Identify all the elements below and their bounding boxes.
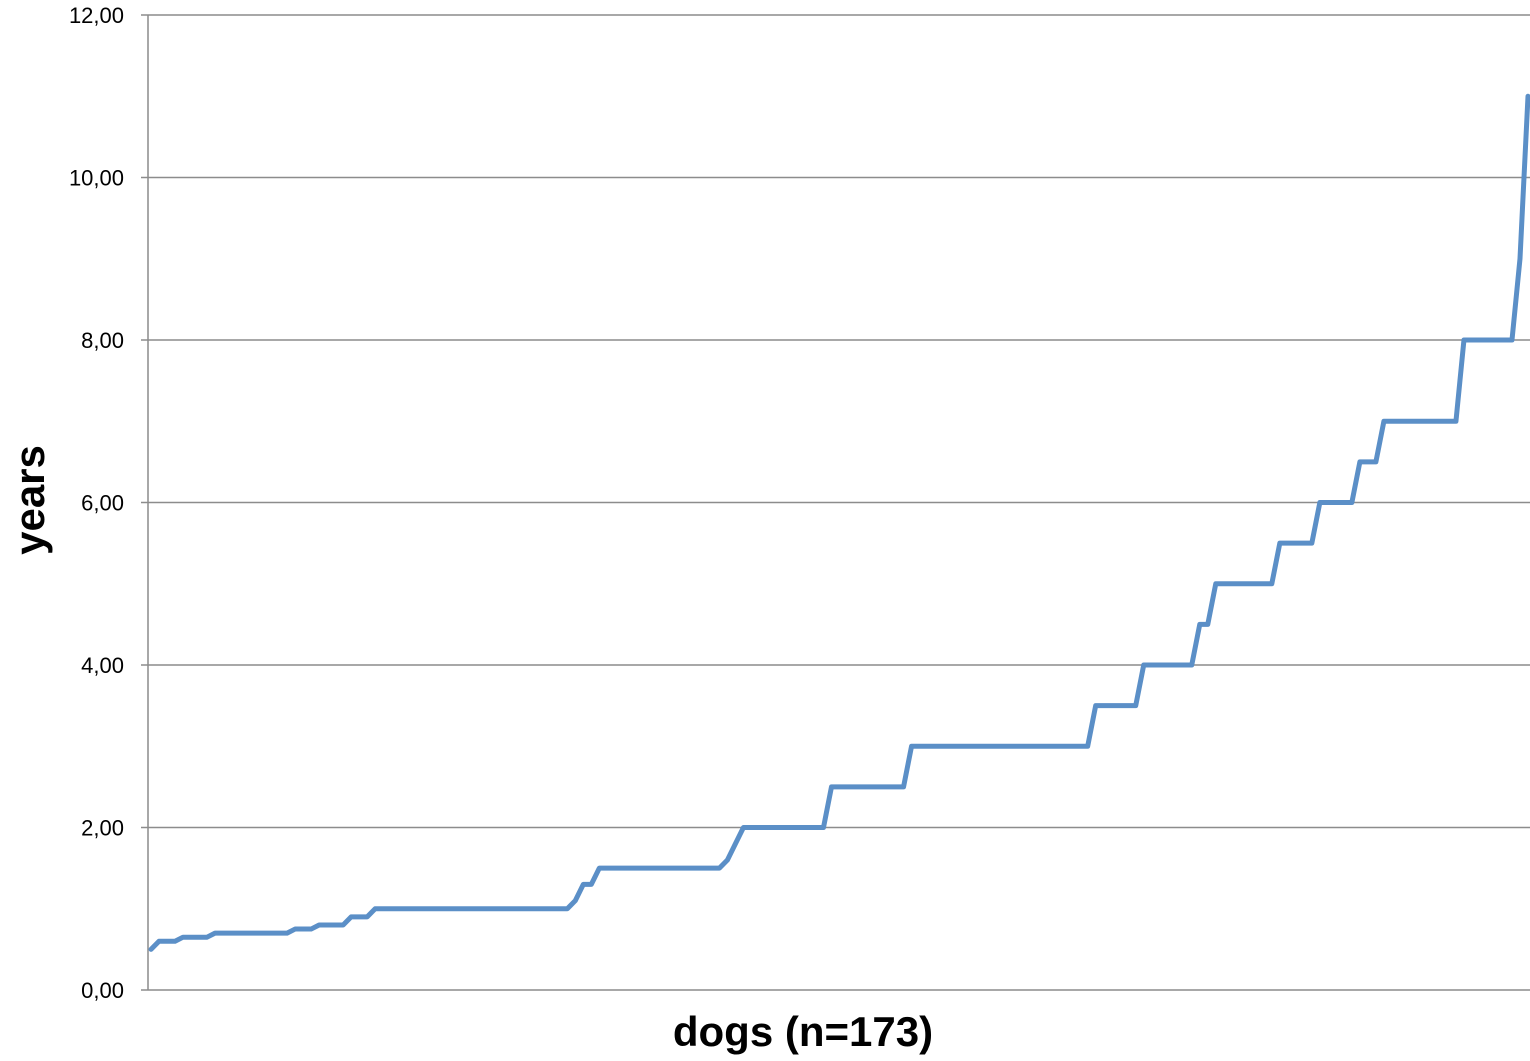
y-axis-title: years bbox=[6, 445, 53, 555]
y-tick-label: 2,00 bbox=[81, 816, 124, 841]
y-tick-label: 10,00 bbox=[69, 166, 124, 191]
axes bbox=[147, 15, 1530, 991]
series-line-0 bbox=[148, 93, 1530, 952]
y-tick-label: 6,00 bbox=[81, 491, 124, 516]
gridlines bbox=[141, 14, 1530, 991]
y-tick-label: 0,00 bbox=[81, 978, 124, 1003]
y-tick-labels: 0,00 2,00 4,00 6,00 8,00 10,00 12,00 bbox=[69, 3, 124, 1003]
y-tick-label: 12,00 bbox=[69, 3, 124, 28]
y-tick-label: 8,00 bbox=[81, 328, 124, 353]
series-group bbox=[148, 93, 1530, 952]
y-tick-label: 4,00 bbox=[81, 653, 124, 678]
x-axis-title: dogs (n=173) bbox=[673, 1008, 933, 1055]
